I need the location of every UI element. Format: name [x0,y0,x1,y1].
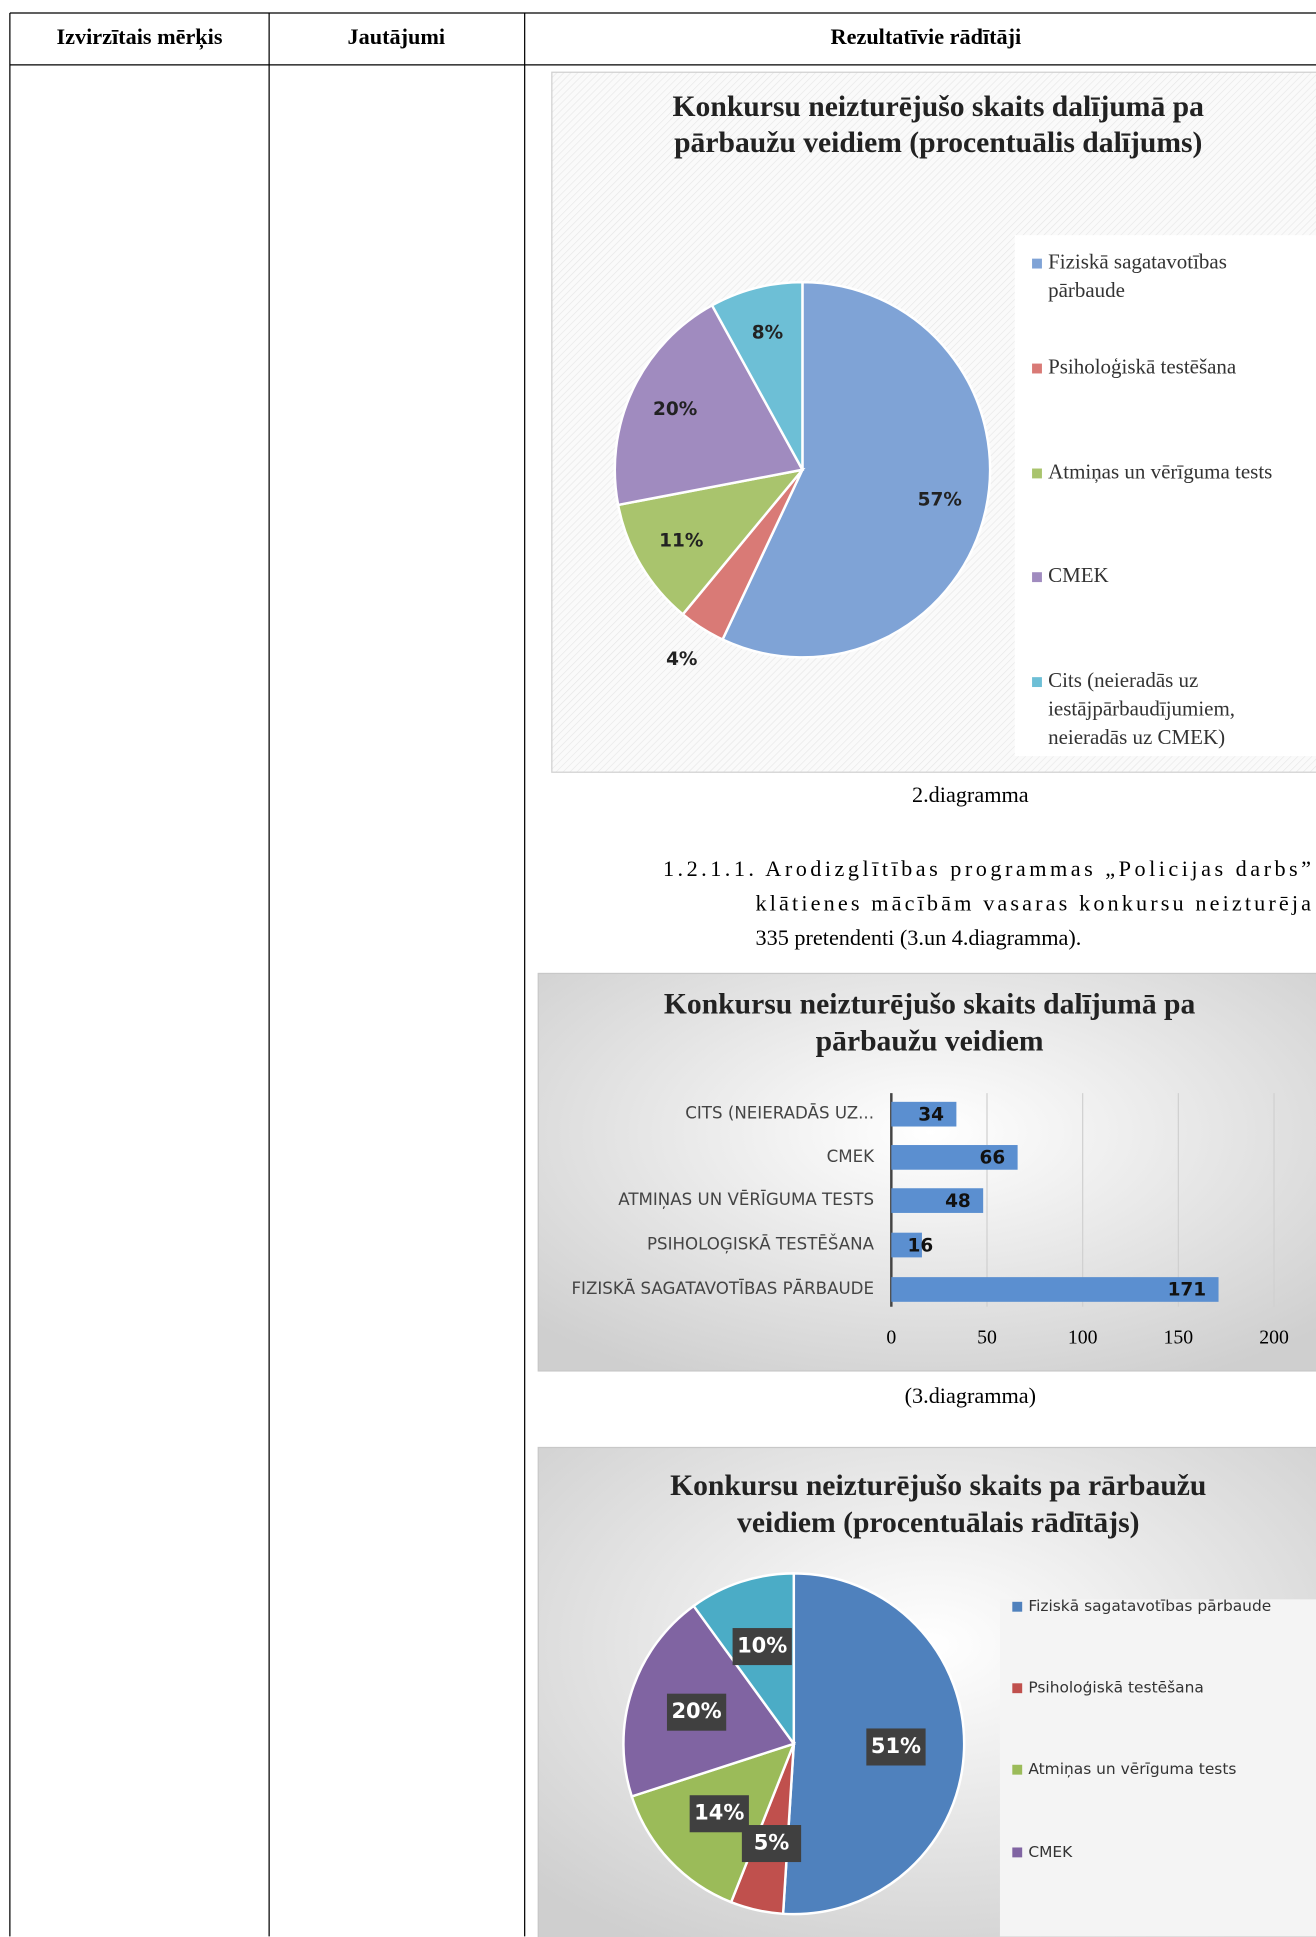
y-tick-label: CITS (NEIERADĀS UZ... [685,1104,874,1123]
bar [891,1101,957,1127]
legend-label: Psiholoģiskā testēšana [1048,354,1237,378]
legend-label: Atmiņas un vērīguma tests [1048,459,1272,483]
paragraph-line: klātienes mācībām vasaras konkursu neizt… [756,891,1312,916]
label-box [866,1728,926,1766]
y-tick-label: PSIHOLOĢISKĀ TESTĒŠANA [647,1235,875,1254]
data-label: 8% [752,322,783,343]
legend-swatch [1032,677,1042,688]
y-tick-label: ATMIŅAS UN VĒRĪGUMA TESTS [618,1190,874,1209]
caption: 2.diagramma [912,782,1029,807]
label-box [666,1693,727,1731]
data-label: 34 [918,1104,944,1125]
data-label: 66 [980,1148,1006,1169]
header-cell: Rezultatīvie rādītāji [831,24,1022,49]
legend-label: Atmiņas un vērīguma tests [1028,1760,1236,1778]
header-cell: Jautājumi [348,24,446,49]
legend-label: CMEK [1048,563,1109,587]
legend-swatch [1012,1847,1023,1858]
data-label: 16 [908,1235,934,1256]
label-box [689,1795,749,1833]
y-tick-label: FIZISKĀ SAGATAVOTĪBAS PĀRBAUDE [571,1279,874,1298]
data-label: 57% [918,489,962,510]
x-tick-label: 200 [1259,1326,1289,1348]
legend-swatch [1012,1764,1023,1775]
label-box [741,1825,802,1863]
chart-title: Konkursu neizturējušo skaits dalījumā pa [673,91,1205,123]
data-label: 5% [754,1831,790,1855]
legend-box [1014,235,1316,757]
legend-label: Cits (neieradās uz iestājpārbaudījumiem, n… [1048,668,1235,749]
chart-area [537,972,1316,1372]
x-tick-label: 100 [1068,1326,1098,1348]
legend-swatch [1032,258,1042,269]
data-label: 20% [671,1699,721,1723]
x-tick-label: 0 [886,1326,896,1348]
pie-slice [720,280,992,659]
data-label: 48 [945,1191,971,1212]
legend-label: Fiziskā sagatavotības pārbaude [1028,1597,1271,1615]
paragraph-line: 1.2.1.1. Arodizglītības programmas „Poli… [663,856,1311,881]
bar [891,1277,1219,1302]
data-label: 4% [666,649,697,670]
legend-swatch [1032,572,1042,583]
chart-title: veidiem (procentuālais rādītājs) [737,1507,1139,1539]
legend-swatch [1032,468,1042,479]
chart-title: pārbaužu veidiem (procentuālis dalījums) [674,127,1202,159]
legend-swatch [1032,363,1042,374]
header-cell: Izvirzītais mērķis [57,24,223,51]
data-label: 11% [659,530,703,551]
x-tick-label: 50 [977,1326,997,1348]
bar [891,1188,984,1213]
pie-slice [616,467,806,617]
pie-slice [710,280,804,471]
legend-swatch [1012,1683,1023,1694]
data-label: 51% [871,1734,921,1758]
paragraph-line: 335 pretendenti (3.un 4.diagramma). [756,925,1082,950]
legend-swatch [1012,1601,1023,1612]
caption: (3.diagramma) [905,1383,1036,1408]
label-box [732,1628,792,1666]
data-label: 171 [1168,1280,1207,1301]
pie-slice [613,303,805,507]
chart-title: Konkursu neizturējušo skaits dalījumā pa [664,989,1196,1021]
y-tick-label: CMEK [827,1147,876,1166]
chart-title: Konkursu neizturējušo skaits pa rārbaužu [670,1470,1206,1502]
bar [891,1232,922,1258]
data-label: 20% [653,399,697,420]
data-label: 14% [694,1801,744,1825]
legend-box [999,1599,1316,1937]
data-label: 10% [737,1634,787,1658]
chart-title: pārbaužu veidiem [816,1026,1044,1058]
legend-label: Psiholoģiskā testēšana [1028,1679,1203,1697]
legend-label: CMEK [1028,1843,1073,1861]
bar [891,1145,1018,1170]
legend-label: Fiziskā sagatavotības pārbaude [1048,249,1227,301]
x-tick-label: 150 [1164,1326,1194,1348]
